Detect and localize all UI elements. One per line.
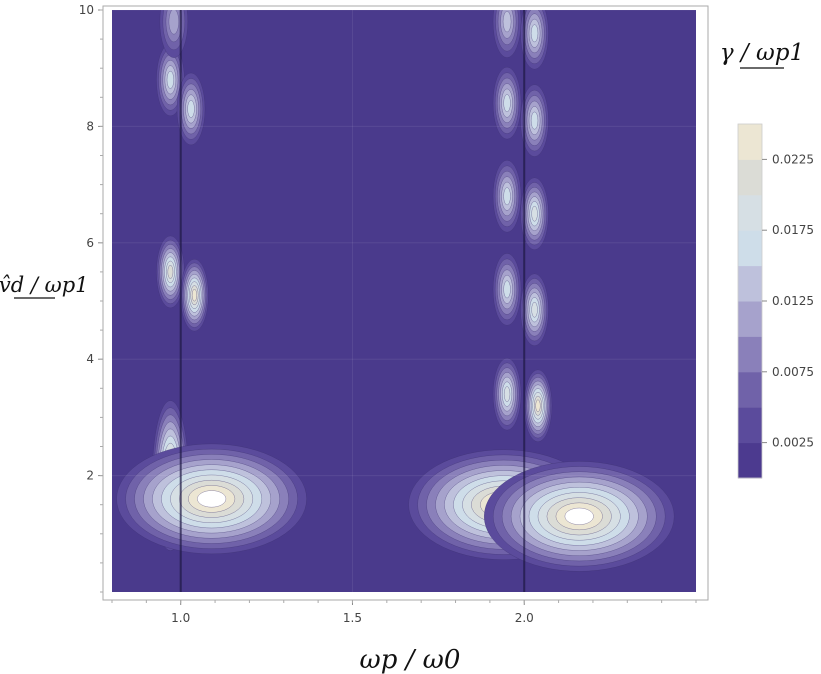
contour-lobe <box>523 369 553 443</box>
colorbar-band <box>738 194 762 231</box>
colorbar-tick-label: 0.0025 <box>772 436 814 450</box>
x-axis-label-text: ωp / ω0 <box>360 645 461 674</box>
resonance-ridges <box>179 10 526 592</box>
plot-area <box>112 10 696 592</box>
colorbar-tick-label: 0.0075 <box>772 365 814 379</box>
contour-lobe <box>492 159 522 233</box>
contour-lobe <box>520 177 549 250</box>
colorbar-band <box>738 230 762 267</box>
colorbar-band <box>738 265 762 302</box>
x-tick-label: 1.0 <box>171 611 190 625</box>
contour-lobe <box>483 461 675 572</box>
y-tick-label: 10 <box>79 3 94 17</box>
contour-field <box>116 10 675 572</box>
contour-lobe <box>180 258 209 332</box>
colorbar: 0.0025 0.0075 0.0125 0.0175 0.0225 <box>737 123 814 479</box>
colorbar-tick-label: 0.0125 <box>772 294 814 308</box>
x-axis-label: ωp / ω0 <box>360 645 461 674</box>
y-axis-label: k v̂d / ωp1 <box>0 273 89 299</box>
contour-lobe <box>156 43 185 117</box>
colorbar-band <box>738 124 762 160</box>
contour-lobe <box>520 10 549 70</box>
contour-lobe <box>520 273 549 346</box>
y-tick-label: 6 <box>86 236 94 250</box>
y-axis-label-text: k v̂d / ωp1 <box>0 273 89 297</box>
x-tick-label: 1.5 <box>343 611 362 625</box>
contour-lobe <box>116 443 307 555</box>
x-axis: 1.0 1.5 2.0 <box>111 600 697 625</box>
contour-lobe <box>492 10 522 58</box>
colorbar-tick-label: 0.0225 <box>772 152 814 166</box>
plot-frame <box>102 5 709 601</box>
x-tick-label: 2.0 <box>515 611 534 625</box>
contour-lobe <box>156 235 185 309</box>
colorbar-band <box>738 336 762 373</box>
colorbar-band <box>738 159 762 196</box>
y-tick-label: 8 <box>86 119 94 133</box>
y-axis: 2 4 6 8 10 <box>79 3 103 593</box>
contour-lobe <box>492 253 522 326</box>
contour-lobe <box>176 72 206 146</box>
colorbar-band <box>738 371 762 408</box>
colorbar-band <box>738 442 762 479</box>
colorbar-band <box>738 301 762 337</box>
y-tick-label: 2 <box>86 469 94 483</box>
contour-lobe <box>520 84 549 157</box>
colorbar-title: γ / ωp1 <box>720 40 804 69</box>
colorbar-tick-label: 0.0175 <box>772 223 814 237</box>
contour-lobe <box>492 357 522 431</box>
y-tick-label: 4 <box>86 352 94 366</box>
contour-lobe <box>492 66 522 140</box>
colorbar-band <box>738 407 762 444</box>
colorbar-title-text: γ / ωp1 <box>720 40 804 66</box>
